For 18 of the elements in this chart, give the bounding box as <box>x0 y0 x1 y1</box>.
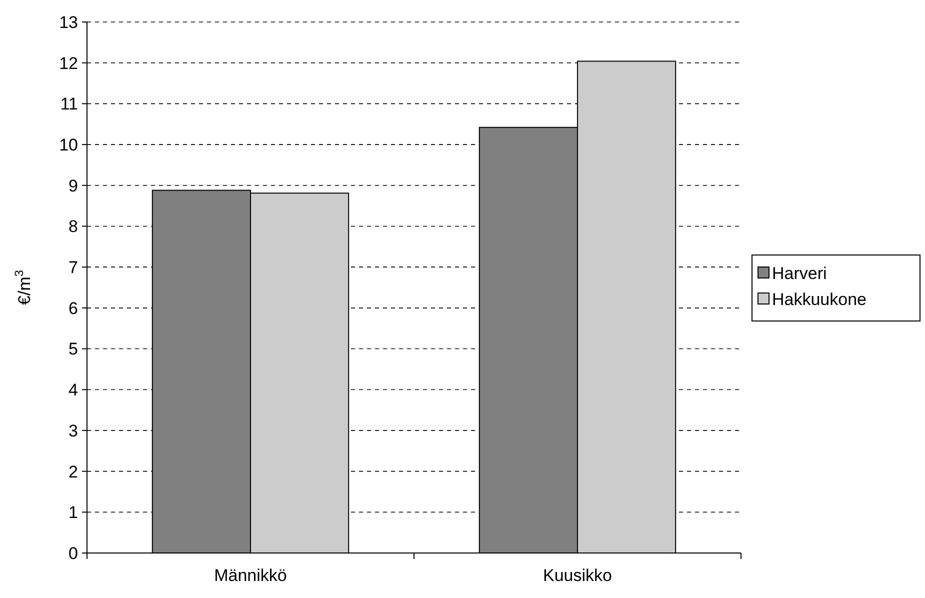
y-tick-label: 6 <box>68 298 78 318</box>
y-tick-label: 13 <box>59 12 78 32</box>
legend-label: Hakkuukone <box>772 290 867 309</box>
y-tick-label: 12 <box>59 54 78 73</box>
y-tick-label: 8 <box>68 217 78 236</box>
y-tick-label: 1 <box>68 503 78 522</box>
x-tick-label: Kuusikko <box>543 566 612 585</box>
x-tick-label: Männikkö <box>214 566 287 585</box>
y-tick-label: 11 <box>60 94 78 114</box>
y-tick-label: 10 <box>59 135 78 154</box>
y-tick-label: 0 <box>68 544 78 563</box>
legend-label: Harveri <box>772 264 827 283</box>
y-tick-label: 7 <box>68 258 78 278</box>
y-tick-label: 3 <box>68 421 78 440</box>
y-tick-label: 5 <box>68 340 78 359</box>
y-tick-label: 9 <box>68 176 78 196</box>
y-tick-label: 2 <box>68 462 78 482</box>
y-tick-label: 4 <box>68 380 78 400</box>
